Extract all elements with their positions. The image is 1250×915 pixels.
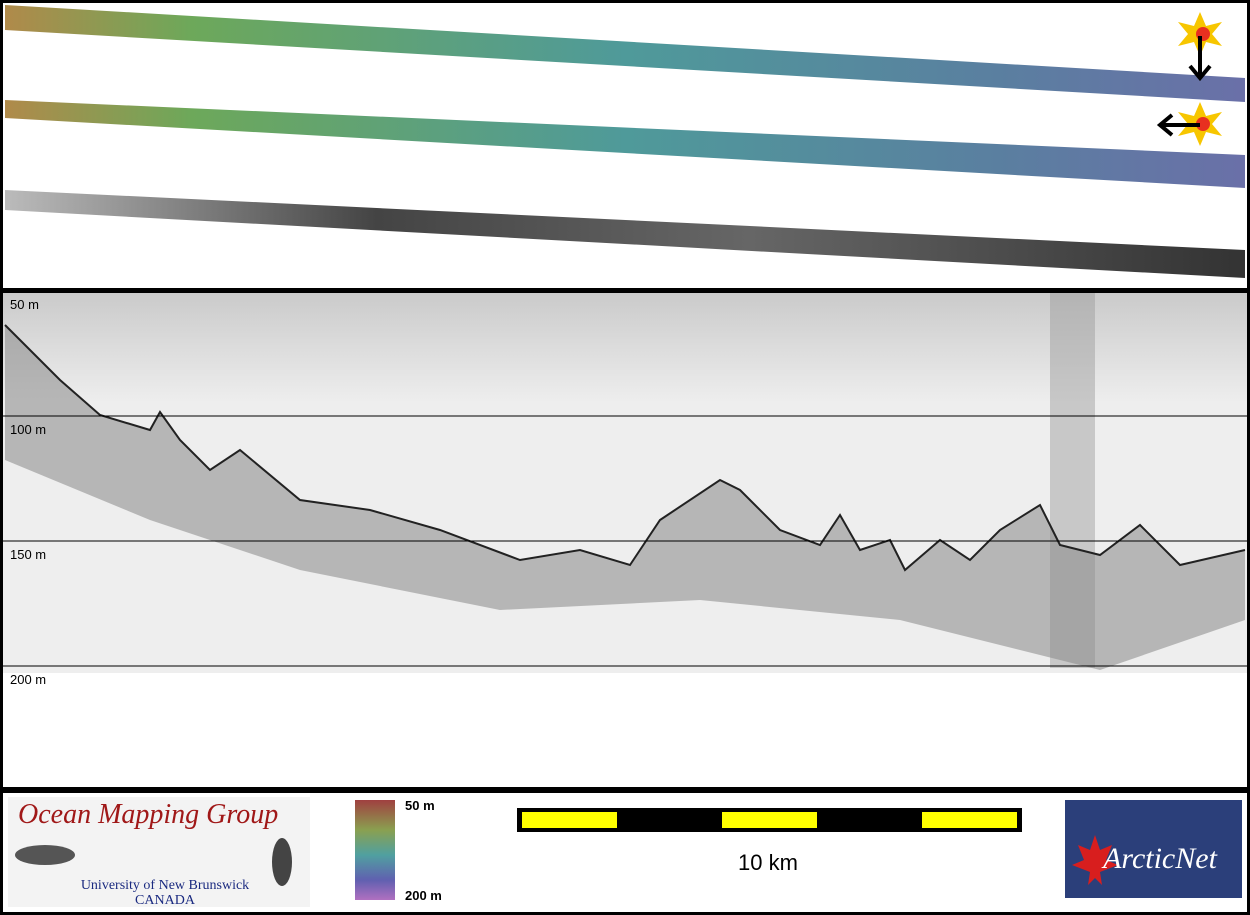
depth-label: 200 m — [10, 672, 46, 687]
logo-line: CANADA — [135, 893, 196, 908]
colorbar — [355, 800, 395, 900]
scale-segment — [722, 812, 817, 828]
scale-segment — [522, 812, 617, 828]
colorbar-label: 50 m — [405, 798, 435, 813]
logo-title: Ocean Mapping Group — [18, 799, 278, 830]
logo-image — [272, 838, 292, 886]
depth-label: 150 m — [10, 547, 46, 562]
swath — [5, 100, 1245, 188]
depth-label: 50 m — [10, 297, 39, 312]
scale-segment — [922, 812, 1017, 828]
water-noise — [3, 293, 1247, 403]
sun-marker — [1178, 12, 1222, 82]
colorbar-label: 200 m — [405, 888, 442, 903]
partner-text: ArcticNet — [1101, 842, 1218, 875]
swath — [5, 5, 1245, 102]
logo-image — [15, 845, 75, 865]
seabed-profile — [4, 324, 1246, 572]
maple-leaf — [1072, 835, 1118, 885]
sun-marker — [1156, 102, 1222, 146]
sub-bottom — [5, 325, 1245, 670]
logo-line: University of New Brunswick — [81, 878, 249, 893]
scale-label: 10 km — [738, 850, 798, 875]
swath — [5, 190, 1245, 278]
depth-label: 100 m — [10, 422, 46, 437]
